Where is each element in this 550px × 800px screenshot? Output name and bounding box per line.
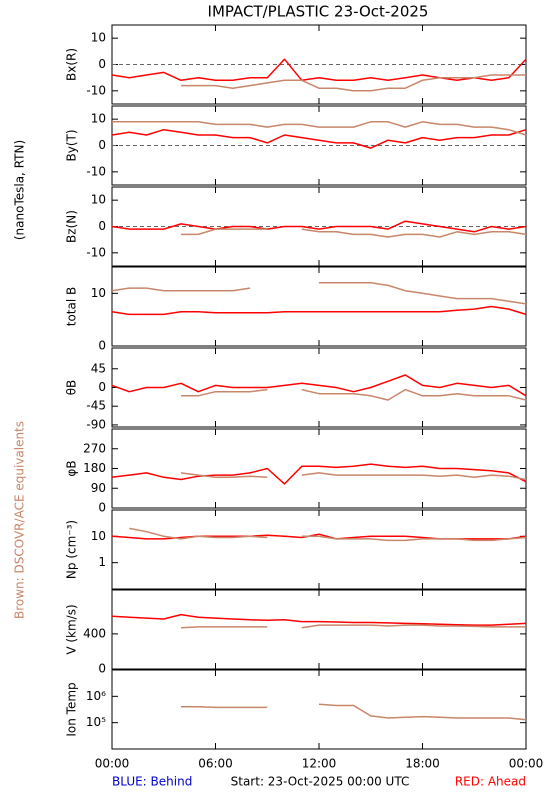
y-tick-label: 0 [98,138,106,152]
series-line [180,624,526,629]
footer-red: RED: Ahead [455,775,526,789]
y-tick-label: 45 [91,361,106,375]
y-tick-label: 0 [98,662,106,676]
footer-blue: BLUE: Behind [112,775,192,789]
y-tick-label: 1 [98,555,106,569]
y-tick-label: 10 [91,31,106,45]
y-tick-label: 10 [91,286,106,300]
y-axis-label: Np (cm⁻³) [65,520,79,579]
y-axis-label: θB [65,380,79,396]
series-line [181,228,527,238]
series-line [181,388,527,401]
y-tick-label: -90 [86,417,106,431]
y-tick-label: 10 [91,112,106,126]
y-tick-label: 0 [98,380,106,394]
y-tick-label: 10⁶ [86,689,106,703]
x-tick-label: 18:00 [405,757,440,771]
chart-title: IMPACT/PLASTIC 23-Oct-2025 [208,3,429,21]
y-axis-label: By(T) [65,129,79,161]
series-line [181,74,526,92]
y-tick-label: 10⁵ [86,715,106,729]
y-tick-label: 400 [83,626,106,640]
y-tick-label: 0 [98,501,106,515]
series-line [180,472,527,481]
y-axis-label: V (km/s) [65,604,79,654]
y-tick-label: -10 [86,164,106,178]
y-tick-label: 0 [98,219,106,233]
x-tick-label: 06:00 [198,757,233,771]
series-line [111,463,527,485]
x-tick-label: 00:00 [509,757,544,771]
footer-start: Start: 23-Oct-2025 00:00 UTC [231,775,410,789]
series-line [111,374,527,397]
y-axis-label: Bz(N) [65,210,79,243]
series-line [111,220,527,233]
y-tick-label: -10 [86,83,106,97]
y-axis-label: Ion Temp [65,682,79,736]
y-axis-label: total B [65,287,79,327]
y-axis-label: φB [65,460,79,476]
series-line [129,527,527,542]
x-tick-label: 12:00 [302,757,337,771]
series-line [111,128,527,149]
y-tick-label: 10 [91,193,106,207]
y-tick-label: -10 [86,245,106,259]
series-line [181,703,527,721]
y-tick-label: 90 [91,481,106,495]
y-tick-label: 10 [91,529,106,543]
y-tick-label: 270 [83,441,106,455]
series-line [111,282,527,305]
y-tick-label: 180 [83,461,106,475]
series-line [111,305,527,316]
units-label: (nanoTesla, RTN) [13,140,27,240]
y-tick-label: 0 [98,57,106,71]
series-line [112,121,527,136]
x-tick-label: 00:00 [95,757,130,771]
series-line [111,613,527,626]
y-tick-label: -45 [86,399,106,413]
series-line [111,58,527,82]
y-axis-label: Bx(R) [65,48,79,81]
y-tick-label: 0 [98,339,106,353]
brown-note: Brown: DSCOVR/ACE equivalents [13,421,27,619]
